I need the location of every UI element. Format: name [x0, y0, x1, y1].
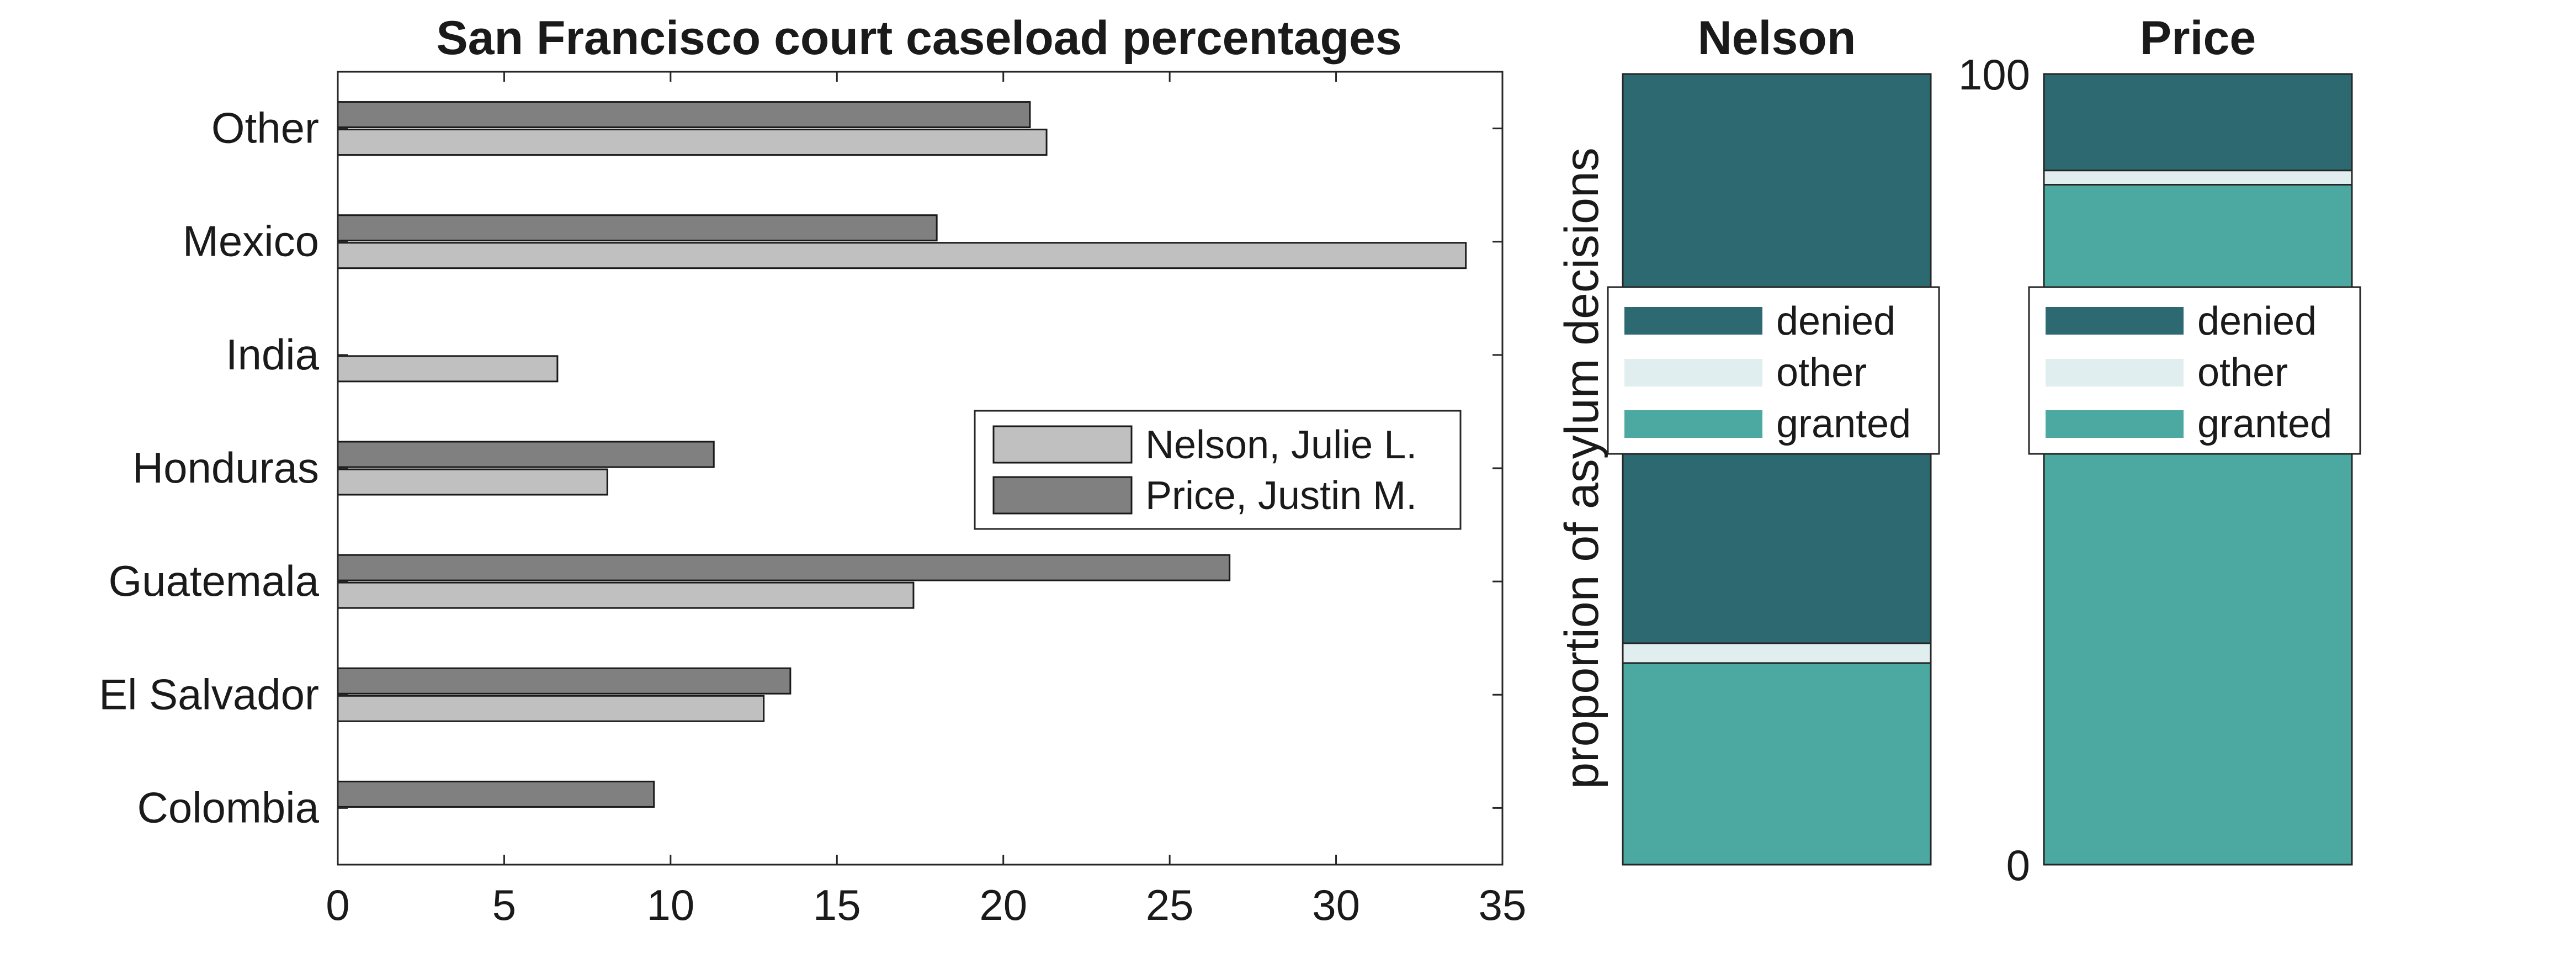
decisions-y-axis-label: proportion of asylum decisions: [1555, 147, 1608, 789]
price-legend: denied other granted: [2028, 286, 2361, 455]
nelson-legend-label-granted: granted: [1776, 402, 1911, 446]
x-tick-label-25: 25: [1146, 881, 1194, 929]
price-y-tick-0: 0: [2006, 841, 2030, 889]
price-legend-label-denied: denied: [2197, 299, 2317, 343]
category-label-other: Other: [211, 104, 319, 152]
price-panel-title: Price: [2140, 12, 2256, 65]
category-label-india: India: [226, 330, 320, 379]
x-tick-label-35: 35: [1479, 881, 1527, 929]
x-tick-label-10: 10: [646, 881, 694, 929]
x-tick-label-0: 0: [326, 881, 349, 929]
nelson-decisions-panel: Nelson proportion of asylum decisions de…: [1555, 12, 1940, 866]
bar-el-salvador-price: [337, 667, 792, 695]
category-label-honduras: Honduras: [132, 443, 319, 492]
nelson-segment-granted: [1623, 663, 1931, 865]
nelson-stacked-bar: [1623, 74, 1931, 865]
nelson-legend-swatch-denied: [1624, 307, 1762, 335]
price-decisions-panel: Price 100 0 denied other granted: [1958, 12, 2361, 889]
caseload-legend-swatch-price: [992, 476, 1133, 515]
nelson-legend-label-other: other: [1776, 351, 1867, 395]
price-segment-denied: [2044, 74, 2352, 171]
x-tick-label-30: 30: [1312, 881, 1360, 929]
category-label-el-salvador: El Salvador: [99, 670, 319, 718]
bar-honduras-nelson: [337, 468, 608, 496]
nelson-legend: denied other granted: [1607, 286, 1940, 455]
caseload-chart-title: San Francisco court caseload percentages: [436, 12, 1401, 65]
nelson-axes-frame: [1622, 73, 1932, 866]
bar-guatemala-price: [337, 554, 1231, 581]
price-legend-swatch-other: [2046, 359, 2184, 386]
caseload-legend-label-nelson: Nelson, Julie L.: [1145, 423, 1417, 467]
bar-colombia-price: [337, 780, 655, 808]
bar-honduras-price: [337, 441, 715, 468]
x-tick-label-20: 20: [979, 881, 1027, 929]
bar-el-salvador-nelson: [337, 695, 765, 722]
category-label-colombia: Colombia: [137, 783, 320, 832]
nelson-panel-title: Nelson: [1698, 12, 1856, 65]
category-label-guatemala: Guatemala: [108, 557, 319, 605]
caseload-panel: San Francisco court caseload percentages…: [99, 12, 1526, 929]
caseload-axes-frame: [337, 71, 1504, 866]
bar-other-price: [337, 101, 1031, 129]
caseload-legend: Nelson, Julie L. Price, Justin M.: [974, 410, 1462, 530]
price-stacked-bar: [2044, 74, 2352, 865]
price-legend-swatch-denied: [2046, 307, 2184, 335]
caseload-legend-label-price: Price, Justin M.: [1145, 474, 1417, 518]
nelson-segment-other: [1623, 643, 1931, 663]
price-segment-other: [2044, 170, 2352, 185]
bar-india-nelson: [337, 355, 559, 383]
price-legend-label-granted: granted: [2197, 402, 2332, 446]
price-y-tick-100: 100: [1958, 50, 2030, 99]
price-legend-swatch-granted: [2046, 410, 2184, 438]
bar-mexico-price: [337, 214, 938, 242]
bar-guatemala-nelson: [337, 581, 915, 609]
price-axes-frame: [2043, 73, 2353, 866]
caseload-bars: [337, 101, 1467, 808]
caseload-category-labels: Colombia El Salvador Guatemala Honduras Indi…: [99, 104, 1502, 832]
x-tick-label-5: 5: [492, 881, 516, 929]
nelson-legend-label-denied: denied: [1776, 299, 1895, 343]
price-legend-label-other: other: [2197, 351, 2288, 395]
bar-other-nelson: [337, 129, 1048, 156]
x-tick-label-15: 15: [813, 881, 861, 929]
nelson-legend-swatch-other: [1624, 359, 1762, 386]
category-label-mexico: Mexico: [183, 217, 319, 266]
nelson-legend-swatch-granted: [1624, 410, 1762, 438]
bar-mexico-nelson: [337, 242, 1467, 269]
caseload-legend-swatch-nelson: [992, 425, 1133, 464]
